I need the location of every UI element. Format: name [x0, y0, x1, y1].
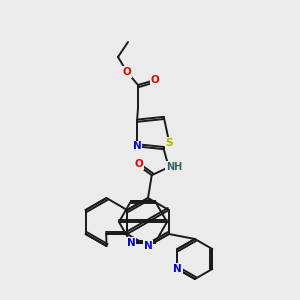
Text: O: O — [151, 75, 159, 85]
Text: N: N — [127, 238, 135, 248]
Text: O: O — [123, 67, 131, 77]
Text: N: N — [144, 241, 152, 251]
Text: N: N — [173, 264, 182, 274]
Text: S: S — [166, 138, 173, 148]
Text: NH: NH — [166, 162, 182, 172]
Text: N: N — [133, 141, 142, 152]
Text: O: O — [134, 159, 143, 169]
